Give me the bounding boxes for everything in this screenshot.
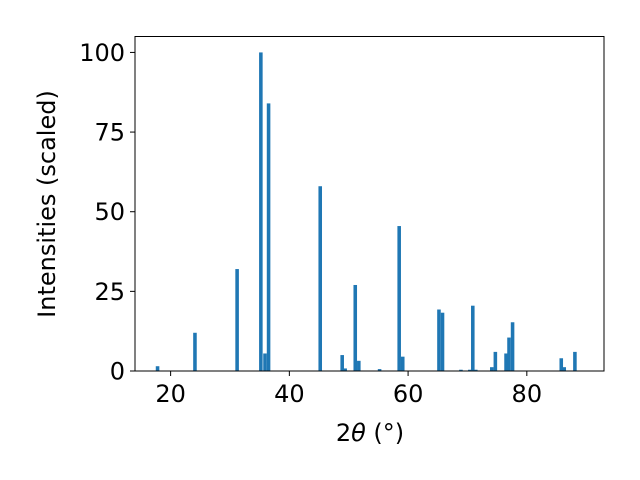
- y-axis-label: Intensities (scaled): [33, 90, 61, 318]
- y-tick-label: 0: [110, 358, 125, 386]
- bar: [263, 353, 267, 371]
- bar: [493, 351, 498, 371]
- bar: [459, 369, 463, 371]
- bar: [504, 353, 508, 371]
- bar: [562, 367, 567, 371]
- bar: [559, 358, 564, 371]
- x-tick-label: 40: [274, 380, 305, 408]
- y-tick-label: 100: [79, 39, 125, 67]
- bar: [573, 351, 577, 371]
- bar: [343, 368, 347, 371]
- x-tick-label: 80: [512, 380, 543, 408]
- bar: [437, 309, 441, 371]
- y-axis-ticks: 0 25 50 75 100: [79, 39, 135, 386]
- x-axis-label: 2θ (°): [336, 419, 404, 447]
- bar: [357, 360, 361, 371]
- y-tick-label: 50: [94, 198, 125, 226]
- bar: [397, 226, 401, 371]
- bar: [468, 369, 472, 371]
- bar: [471, 305, 475, 371]
- bar: [473, 369, 478, 371]
- bars-group: [155, 52, 577, 372]
- bar: [377, 369, 382, 371]
- bar: [340, 355, 344, 371]
- bar: [400, 356, 405, 371]
- x-axis-ticks: 20 40 60 80: [155, 371, 542, 408]
- bar: [318, 186, 323, 371]
- bar: [490, 367, 494, 371]
- plot-frame: [134, 36, 605, 372]
- x-axis-label-prefix: 2: [336, 419, 351, 447]
- bar: [155, 366, 160, 371]
- x-axis-label-unit: (°): [366, 419, 404, 447]
- bar: [510, 322, 515, 371]
- bar: [266, 103, 271, 372]
- bar: [235, 269, 239, 371]
- y-tick-label: 75: [94, 119, 125, 147]
- bar: [193, 332, 197, 371]
- y-tick-label: 25: [94, 278, 125, 306]
- bar: [440, 312, 445, 371]
- bar: [353, 284, 358, 371]
- x-axis-label-theta: θ: [351, 419, 366, 447]
- x-tick-label: 20: [155, 380, 186, 408]
- x-tick-label: 60: [393, 380, 424, 408]
- bar: [507, 337, 511, 371]
- bar: [259, 52, 263, 372]
